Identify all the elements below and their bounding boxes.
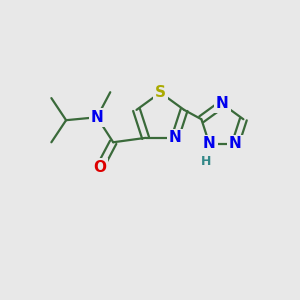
Text: N: N xyxy=(203,136,216,152)
Text: O: O xyxy=(94,160,106,175)
Text: H: H xyxy=(201,155,212,168)
Text: S: S xyxy=(155,85,166,100)
Text: N: N xyxy=(91,110,103,125)
Text: N: N xyxy=(216,97,229,112)
Text: N: N xyxy=(169,130,182,146)
Text: N: N xyxy=(229,136,242,152)
